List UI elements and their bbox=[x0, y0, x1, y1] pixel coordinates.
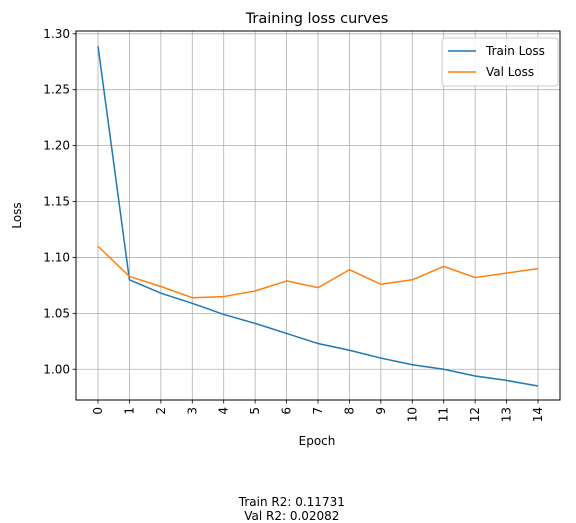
legend: Train Loss Val Loss bbox=[441, 37, 559, 87]
x-tick-label: 4 bbox=[217, 407, 231, 415]
y-axis-label: Loss bbox=[10, 202, 24, 228]
x-tick-label: 9 bbox=[374, 407, 388, 415]
x-tick-label: 2 bbox=[154, 407, 168, 415]
val-r2-text: Val R2: 0.02082 bbox=[244, 509, 340, 523]
train-r2-text: Train R2: 0.11731 bbox=[238, 495, 345, 509]
r2-footer: Train R2: 0.11731 Val R2: 0.02082 bbox=[0, 481, 576, 523]
y-tick-label: 1.15 bbox=[43, 195, 70, 209]
x-tick-label: 5 bbox=[248, 407, 262, 415]
y-tick-label: 1.10 bbox=[43, 250, 70, 264]
x-tick-label: 14 bbox=[531, 407, 545, 422]
x-tick-label: 11 bbox=[437, 407, 451, 422]
y-tick-label: 1.30 bbox=[43, 27, 70, 41]
loss-chart: Training loss curves 0 1 2 3 4 5 6 7 8 9 10 11 12 13 1… bbox=[10, 11, 561, 448]
series-layer bbox=[97, 46, 539, 387]
y-tick-label: 1.25 bbox=[43, 83, 70, 97]
x-axis-label: Epoch bbox=[299, 434, 336, 448]
x-tick-label: 1 bbox=[122, 407, 136, 415]
x-tick-label: 12 bbox=[468, 407, 482, 422]
x-tick-label: 3 bbox=[185, 407, 199, 415]
chart-title: Training loss curves bbox=[245, 11, 389, 27]
legend-label: Train Loss bbox=[485, 44, 545, 58]
ticks: 0 1 2 3 4 5 6 7 8 9 10 11 12 13 141.001.051.101.151.20… bbox=[43, 27, 545, 422]
legend-box bbox=[441, 37, 559, 87]
y-tick-label: 1.00 bbox=[43, 362, 70, 376]
x-tick-label: 0 bbox=[91, 407, 105, 415]
x-tick-label: 10 bbox=[405, 407, 419, 422]
y-tick-label: 1.20 bbox=[43, 139, 70, 153]
y-tick-label: 1.05 bbox=[43, 306, 70, 320]
x-tick-label: 6 bbox=[280, 407, 294, 415]
x-tick-label: 13 bbox=[500, 407, 514, 422]
grid bbox=[76, 31, 560, 400]
series-line-val-loss bbox=[97, 245, 539, 299]
legend-label: Val Loss bbox=[486, 65, 534, 79]
x-tick-label: 8 bbox=[342, 407, 356, 415]
series-line-train-loss bbox=[97, 46, 539, 387]
x-tick-label: 7 bbox=[311, 407, 325, 415]
